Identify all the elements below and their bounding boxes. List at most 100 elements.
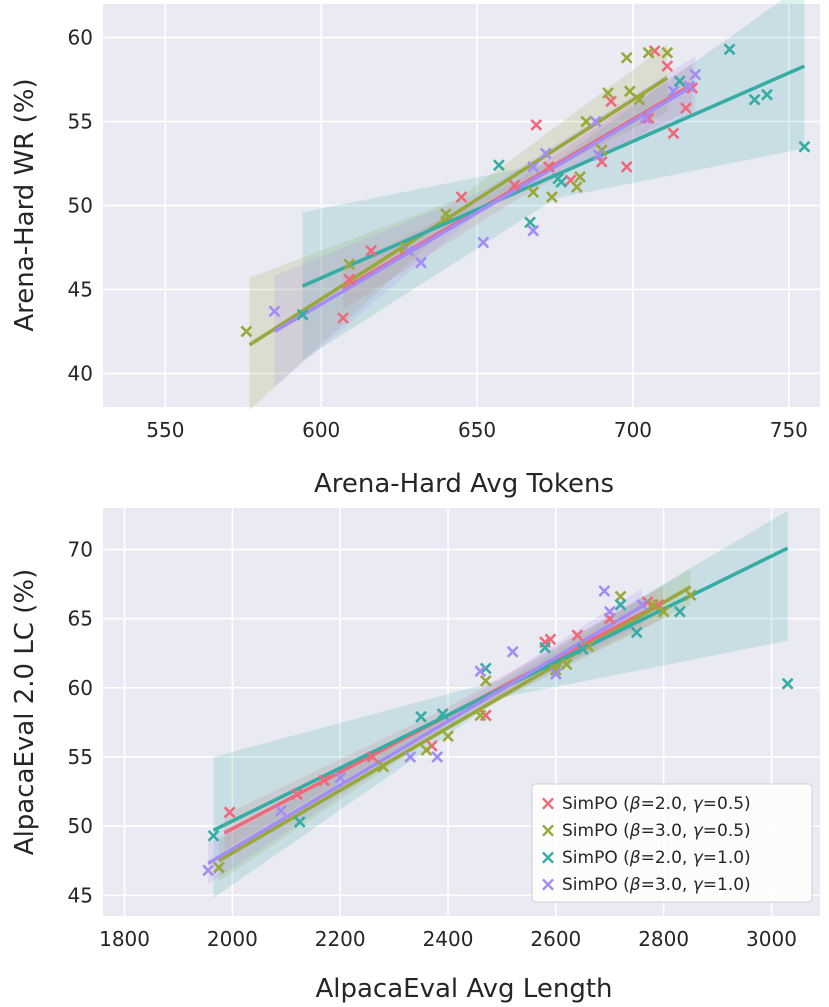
legend-marker-2: × xyxy=(540,845,557,869)
data-point-series-1 xyxy=(560,658,573,671)
x-tick-label: 2800 xyxy=(638,927,689,951)
data-point-series-3 xyxy=(415,256,427,269)
data-point-series-2 xyxy=(436,708,449,720)
data-point-series-1 xyxy=(212,861,225,874)
data-point-series-2 xyxy=(761,88,773,101)
y-tick-label: 45 xyxy=(68,883,93,907)
legend-label-1: SimPO (β=3.0, γ=0.5) xyxy=(562,821,751,841)
data-point-series-2 xyxy=(723,43,736,56)
data-point-series-0 xyxy=(605,95,618,108)
y-axis-label-top: Arena-Hard WR (%) xyxy=(10,78,40,331)
x-tick-label: 3000 xyxy=(746,927,797,951)
data-point-series-0 xyxy=(680,102,692,115)
data-point-series-3 xyxy=(667,85,680,98)
data-point-series-1 xyxy=(623,85,636,98)
data-point-series-2 xyxy=(781,677,794,690)
data-point-series-0 xyxy=(291,788,303,801)
legend-entry: × SimPO (β=3.0, γ=1.0) xyxy=(540,872,751,896)
grid-top xyxy=(103,4,820,407)
data-point-series-0 xyxy=(595,155,608,168)
panel-alpacaeval: 1800 2000 2200 2400 2600 2800 3000 45 50 55 60 65 7… xyxy=(10,508,820,1004)
x-tick-label: 700 xyxy=(614,418,652,442)
data-point-series-0 xyxy=(661,60,674,73)
data-point-series-1 xyxy=(646,598,659,611)
data-point-series-3 xyxy=(202,864,215,877)
data-point-series-1 xyxy=(527,186,540,198)
data-point-series-3 xyxy=(506,645,519,658)
confidence-band-3 xyxy=(274,56,696,387)
legend-box xyxy=(531,783,813,903)
legend-marker-3: × xyxy=(540,872,557,896)
data-point-series-0 xyxy=(544,633,557,646)
y-axis-label-bottom: AlpacaEval 2.0 LC (%) xyxy=(10,569,40,855)
confidence-band-2 xyxy=(302,0,805,360)
data-point-series-2 xyxy=(673,75,686,88)
x-axis-label-bottom: AlpacaEval Avg Length xyxy=(315,974,612,1004)
x-tick-label: 2200 xyxy=(315,927,366,951)
data-point-series-3 xyxy=(592,149,605,162)
legend-label-0: SimPO (β=2.0, γ=0.5) xyxy=(562,794,751,814)
y-tick-label: 50 xyxy=(68,194,93,218)
data-point-series-3 xyxy=(639,112,652,125)
x-tick-labels-top: 550 600 650 700 750 xyxy=(146,418,808,442)
data-point-series-0 xyxy=(542,160,555,173)
data-point-series-3 xyxy=(527,224,540,237)
data-point-series-3 xyxy=(527,160,540,173)
x-tick-label: 750 xyxy=(770,418,808,442)
y-tick-labels-bottom: 45 50 55 60 65 70 xyxy=(68,537,93,907)
data-point-series-1 xyxy=(570,181,583,193)
legend-marker-1: × xyxy=(540,818,557,842)
data-point-series-2 xyxy=(492,159,505,172)
data-point-series-1 xyxy=(545,191,558,204)
fit-line-3 xyxy=(273,83,697,333)
data-point-series-0 xyxy=(223,806,236,819)
data-point-series-2 xyxy=(415,710,427,723)
data-point-series-2 xyxy=(539,641,551,654)
data-point-series-0 xyxy=(365,244,378,257)
y-tick-label: 60 xyxy=(68,676,93,700)
data-point-series-3 xyxy=(477,236,490,249)
data-point-series-0 xyxy=(337,312,349,324)
data-point-series-2 xyxy=(673,605,686,618)
y-tick-label: 55 xyxy=(68,745,93,769)
data-point-series-1 xyxy=(661,46,674,59)
data-point-series-1 xyxy=(684,589,697,602)
scatter-points-top xyxy=(240,43,811,338)
y-tick-label: 65 xyxy=(68,607,93,631)
data-point-series-1 xyxy=(633,93,646,106)
panel-arena-hard: 550 600 650 700 750 40 45 50 55 60 Arena-Hard Av… xyxy=(10,0,820,499)
data-point-series-1 xyxy=(602,87,614,99)
data-point-series-2 xyxy=(293,816,306,828)
y-tick-label: 45 xyxy=(68,277,93,301)
data-point-series-2 xyxy=(798,140,811,153)
confidence-band-1 xyxy=(249,44,668,411)
data-point-series-1 xyxy=(240,325,253,338)
data-point-series-2 xyxy=(748,93,761,106)
legend: × SimPO (β=2.0, γ=0.5) × SimPO (β=3.0, γ… xyxy=(531,783,813,903)
data-point-series-3 xyxy=(268,305,281,318)
data-point-series-1 xyxy=(474,709,487,722)
data-point-series-2 xyxy=(207,829,220,842)
data-point-series-3 xyxy=(636,598,649,611)
data-point-series-2 xyxy=(555,176,568,188)
x-tick-label: 550 xyxy=(146,418,184,442)
data-point-series-0 xyxy=(366,751,379,763)
data-point-series-1 xyxy=(657,605,670,618)
scatter-points-bottom xyxy=(202,585,794,877)
legend-entry: × SimPO (β=2.0, γ=1.0) xyxy=(540,845,751,869)
data-point-series-0 xyxy=(667,127,680,140)
legend-entry: × SimPO (β=3.0, γ=0.5) xyxy=(540,818,751,842)
data-point-series-0 xyxy=(343,273,356,286)
y-tick-label: 70 xyxy=(68,537,93,561)
data-point-series-3 xyxy=(431,751,444,763)
data-point-series-1 xyxy=(442,730,454,743)
data-point-series-2 xyxy=(296,308,309,321)
legend-label-3: SimPO (β=3.0, γ=1.0) xyxy=(562,875,751,895)
fit-line-2 xyxy=(301,64,806,288)
y-tick-label: 55 xyxy=(68,110,93,134)
data-point-series-0 xyxy=(455,191,468,204)
data-point-series-0 xyxy=(530,118,543,131)
legend-entry: × SimPO (β=2.0, γ=0.5) xyxy=(540,791,751,815)
x-tick-label: 650 xyxy=(458,418,496,442)
